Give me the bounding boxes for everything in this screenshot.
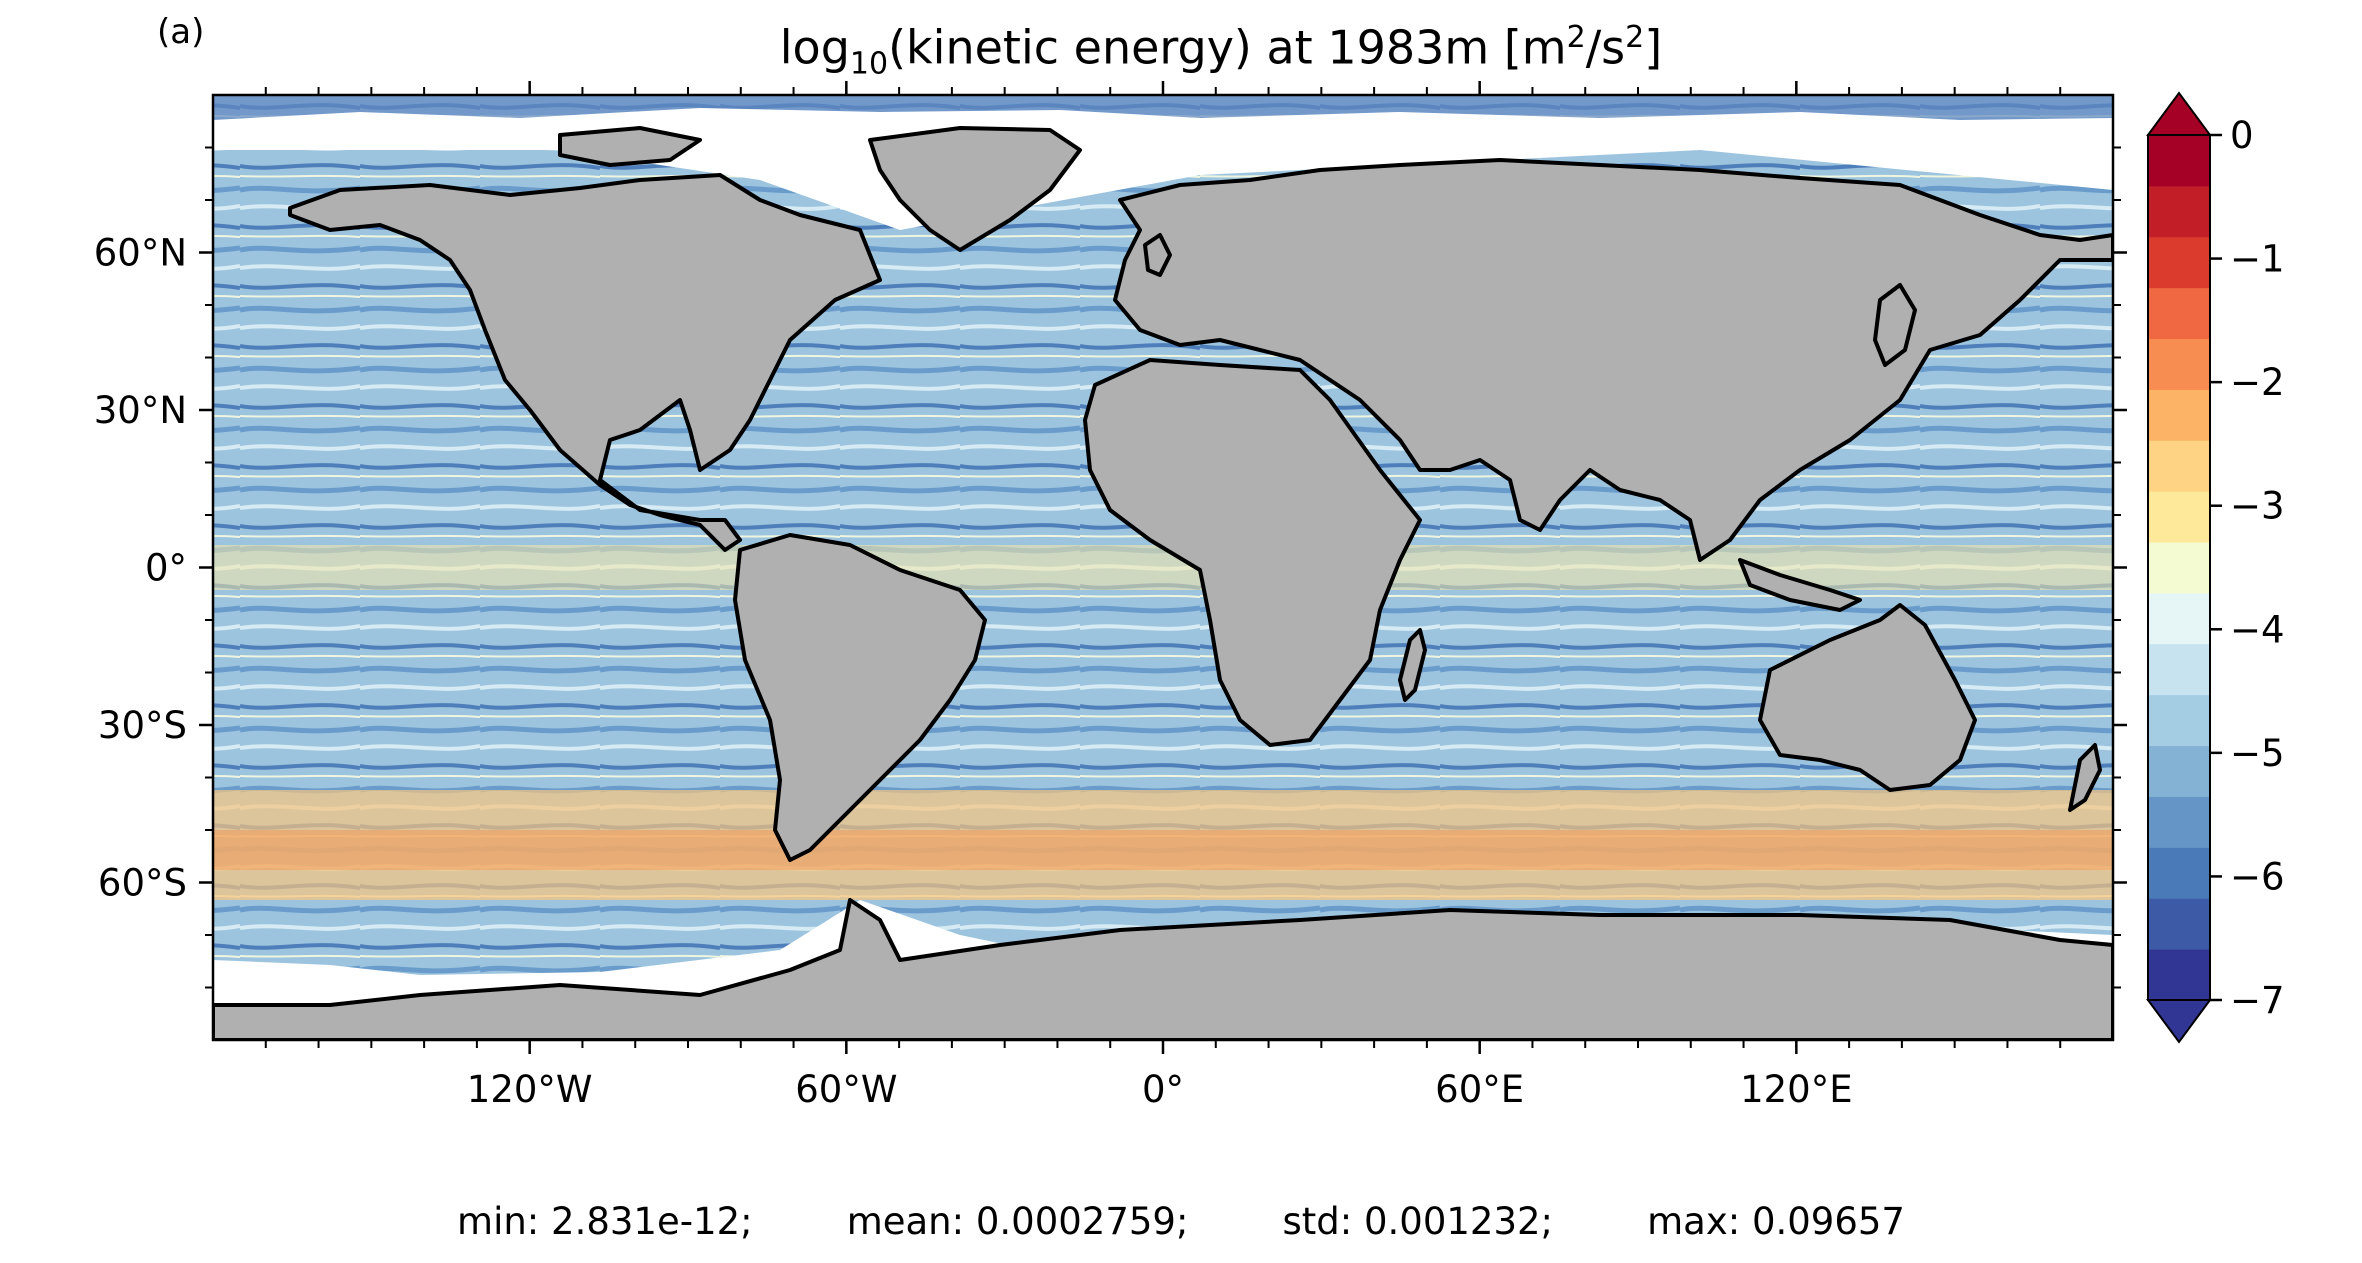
uk-land — [1143, 233, 1172, 277]
africa-land — [1083, 358, 1422, 747]
axis-ticks: 120°W 60°W 0° 60°E 120°E 60°N 30°N 0° 30°S 60°S — [94, 81, 2127, 1111]
colorbar: 0 −1 −2 −3 −4 −5 −6 −7 — [2146, 91, 2285, 1044]
south-america-land — [733, 533, 987, 862]
land — [213, 126, 2113, 1040]
colorbar-segment — [2148, 694, 2210, 747]
antarctica-land — [213, 898, 2113, 1040]
colorbar-tick-label: −1 — [2230, 238, 2285, 281]
colorbar-tick-label: 0 — [2230, 114, 2254, 157]
x-tick-label: 120°E — [1740, 1068, 1853, 1111]
colorbar-tick-label: −4 — [2230, 608, 2285, 651]
equatorial-band — [213, 545, 2113, 590]
y-tick-label: 60°N — [94, 232, 187, 275]
x-tick-label: 60°E — [1435, 1068, 1524, 1111]
colorbar-segment — [2148, 796, 2210, 848]
colorbar-segment — [2148, 847, 2210, 899]
x-tick-label: 0° — [1142, 1068, 1184, 1111]
colorbar-segment — [2148, 643, 2210, 696]
colorbar-segment — [2148, 898, 2210, 950]
colorbar-segment — [2148, 491, 2210, 543]
new-zealand-land — [2068, 743, 2102, 812]
greenland-land — [868, 126, 1082, 252]
colorbar-segment — [2148, 287, 2210, 340]
indonesia-land — [1738, 558, 1862, 612]
japan-land — [1873, 283, 1917, 367]
madagascar-land — [1398, 628, 1427, 702]
panel-label: (a) — [157, 12, 205, 52]
colorbar-tick-label: −5 — [2230, 732, 2285, 775]
colorbar-frame — [2147, 134, 2211, 1001]
colorbar-segment — [2148, 389, 2210, 441]
colorbar-segment — [2148, 135, 2210, 187]
y-tick-label: 30°S — [98, 704, 187, 747]
colorbar-tick-label: −6 — [2230, 855, 2285, 898]
circumpolar-current-core — [213, 830, 2113, 870]
y-tick-label: 0° — [145, 547, 187, 590]
colorbar-segment — [2148, 592, 2210, 645]
colorbar-segment — [2148, 185, 2210, 238]
colorbar-segment — [2148, 338, 2210, 390]
map-title: log10(kinetic energy) at 1983m [m2/s2] — [779, 20, 1663, 82]
colorbar-tick-label: −7 — [2230, 979, 2285, 1022]
colorbar-segment — [2148, 440, 2210, 492]
x-tick-label: 60°W — [795, 1068, 897, 1111]
colorbar-segment — [2148, 949, 2210, 1001]
colorbar-segment — [2148, 745, 2210, 797]
eurasia-land — [1113, 158, 2113, 562]
colorbar-tick-label: −3 — [2230, 485, 2285, 528]
colorbar-tick-label: −2 — [2230, 361, 2285, 404]
x-tick-label: 120°W — [467, 1068, 593, 1111]
colorbar-segment — [2148, 542, 2210, 594]
north-america-land — [288, 173, 882, 552]
y-tick-label: 60°S — [98, 862, 187, 905]
y-tick-label: 30°N — [94, 389, 187, 432]
colorbar-segment — [2148, 236, 2210, 289]
statistics-text: min: 2.831e-12; mean: 0.0002759; std: 0.… — [457, 1200, 1905, 1243]
arctic-islands-land — [558, 126, 702, 167]
colorbar-extend-max — [2146, 91, 2212, 136]
colorbar-extend-min — [2146, 999, 2212, 1044]
australia-land — [1758, 603, 1977, 792]
map-plot-area — [213, 95, 2113, 1040]
